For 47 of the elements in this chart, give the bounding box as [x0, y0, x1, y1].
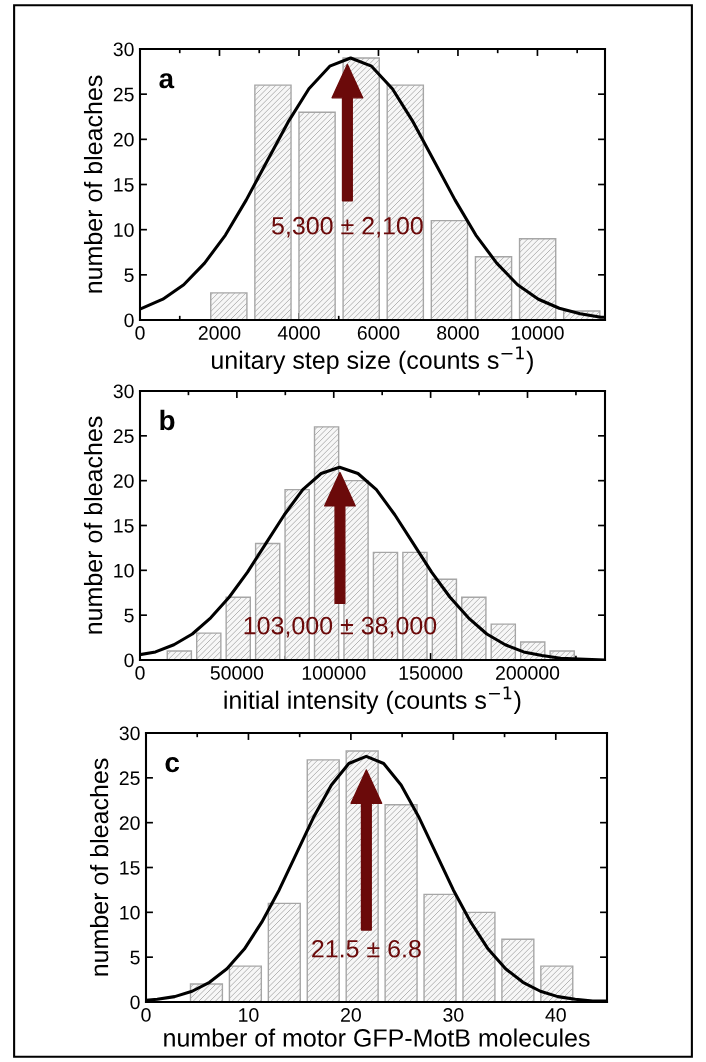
text: b [160, 409, 175, 431]
y-tick-label: 25 [113, 87, 134, 102]
x-tick-label: 200000 [496, 666, 560, 680]
annotation: 5,300 ± 2,100 [272, 216, 423, 238]
x-tick-label: 10000 [511, 326, 564, 340]
x-tick-label: 30 [443, 1008, 464, 1022]
x-tick-label: 8000 [437, 326, 479, 340]
x-tick-label: 0 [141, 1008, 151, 1022]
y-tick-label: 10 [120, 905, 140, 920]
y-tick-label: 0 [130, 995, 140, 1010]
y-tick-label: 30 [113, 384, 134, 399]
y-tick-label: 5 [130, 950, 140, 965]
annotation: 21.5 ± 6.8 [312, 939, 421, 958]
y-tick-label: 5 [124, 268, 134, 283]
x-axis-title: unitary step size (counts s$^{−1}$) [212, 346, 533, 374]
x-tick-label: 150000 [399, 666, 463, 680]
y-tick-label: 25 [113, 429, 134, 444]
y-axis-title: number of bleaches [83, 416, 103, 634]
y-tick-label: 30 [113, 42, 134, 57]
y-tick-label: 15 [120, 861, 140, 875]
y-tick-label: 0 [124, 653, 134, 668]
x-tick-label: 50000 [210, 666, 264, 680]
x-tick-label: 2000 [198, 326, 241, 340]
x-tick-label: 6000 [357, 326, 400, 340]
y-tick-label: 15 [114, 178, 134, 192]
x-tick-label: 4000 [277, 326, 320, 340]
x-tick-label: 10 [239, 1008, 259, 1022]
y-tick-label: 30 [119, 726, 140, 741]
text: c [165, 757, 180, 773]
y-tick-label: 20 [113, 474, 134, 488]
y-tick-label: 20 [113, 132, 134, 147]
x-tick-label: 40 [545, 1008, 566, 1022]
y-tick-label: 15 [114, 519, 134, 533]
text: a [159, 73, 175, 89]
annotation: 103,000 ± 38,000 [244, 616, 437, 638]
y-tick-label: 20 [119, 816, 140, 830]
x-axis-title: number of motor GFP-MotB molecules [164, 1028, 590, 1047]
y-tick-label: 0 [124, 313, 134, 328]
y-axis-title: number of bleaches [83, 75, 103, 293]
x-tick-label: 100000 [302, 666, 366, 680]
y-axis-title: number of bleaches [89, 758, 109, 976]
y-tick-label: 5 [124, 608, 134, 623]
x-axis-title: initial intensity (counts s$^{−1}$) [224, 686, 521, 714]
y-tick-label: 10 [114, 563, 134, 578]
y-tick-label: 10 [114, 223, 134, 237]
x-tick-label: 20 [341, 1008, 361, 1022]
y-tick-label: 25 [119, 771, 140, 786]
